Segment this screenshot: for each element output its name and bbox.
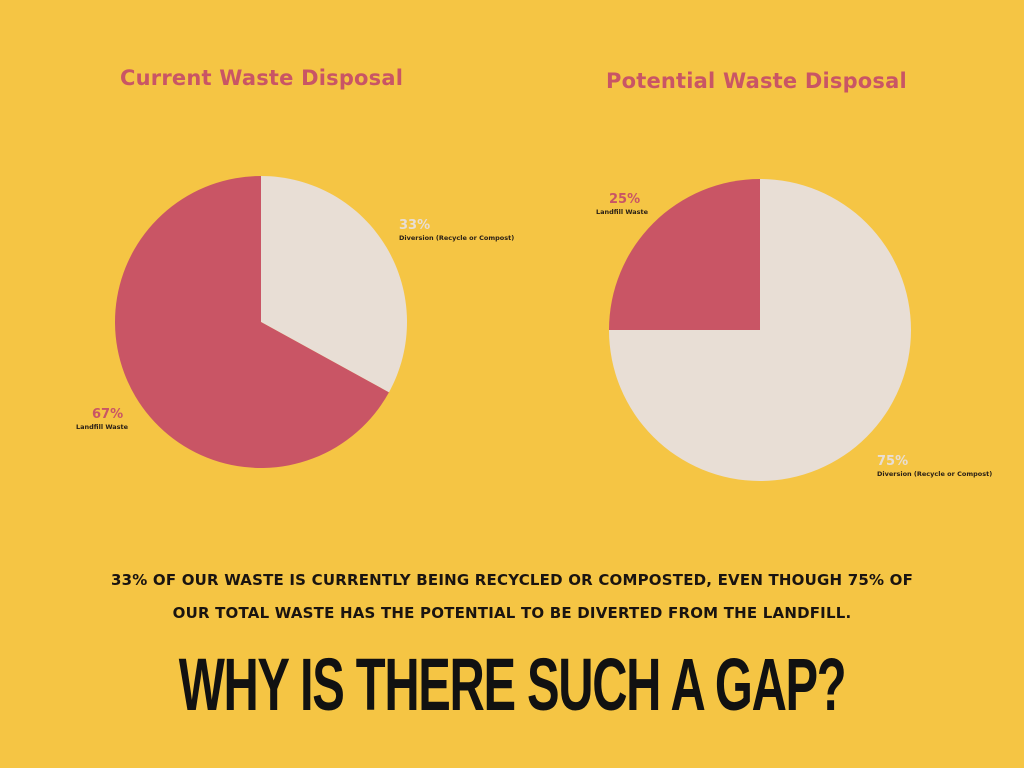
data-label-current-landfill-percent: 67%	[92, 407, 123, 422]
data-label-current-landfill-name: Landfill Waste	[76, 423, 129, 431]
data-label-potential-diversion-percent: 75%	[877, 454, 908, 469]
pie-chart-potential	[609, 179, 911, 481]
headline-text: WHY IS THERE SUCH A GAP?	[178, 643, 847, 726]
pie-slice-current-landfill	[115, 176, 389, 468]
pie-slice-potential-landfill	[609, 179, 760, 330]
chart-title-current: Current Waste Disposal	[120, 66, 404, 90]
data-label-current-diversion-name: Diversion (Recycle or Compost)	[399, 234, 514, 242]
chart-title-potential: Potential Waste Disposal	[606, 69, 907, 93]
pie-chart-current	[115, 176, 407, 468]
data-label-current-diversion-percent: 33%	[399, 218, 430, 233]
caption-line-1: 33% OF OUR WASTE IS CURRENTLY BEING RECY…	[110, 571, 914, 589]
data-label-potential-diversion-name: Diversion (Recycle or Compost)	[877, 470, 992, 478]
pie-slice-current-diversion	[261, 176, 407, 393]
headline: WHY IS THERE SUCH A GAP?	[0, 640, 1024, 730]
data-label-potential-landfill-percent: 25%	[609, 192, 640, 207]
caption-line-2: OUR TOTAL WASTE HAS THE POTENTIAL TO BE …	[172, 604, 852, 622]
data-label-potential-landfill-name: Landfill Waste	[596, 208, 649, 216]
